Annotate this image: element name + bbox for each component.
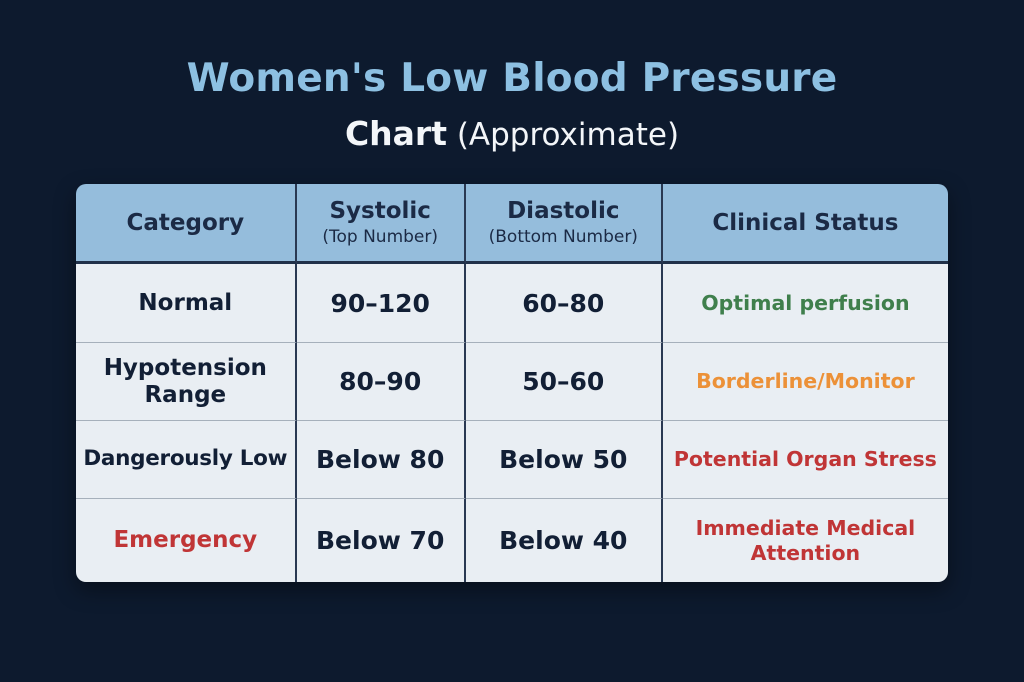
table-row-dangerously-low-systolic: Below 80 [296, 420, 466, 498]
table-row-emergency-diastolic: Below 40 [465, 498, 663, 582]
table-row-emergency-status: Immediate Medical Attention [662, 498, 948, 582]
category-label: Dangerously Low [83, 446, 288, 472]
page-subtitle: Chart (Approximate) [0, 114, 1024, 153]
table-row-hypotension-status: Borderline/Monitor [662, 342, 948, 420]
column-header-label: Clinical Status [712, 209, 899, 236]
clinical-status-label: Optimal perfusion [701, 290, 910, 315]
subtitle-rest: (Approximate) [456, 117, 680, 153]
column-header-sublabel: (Bottom Number) [488, 227, 638, 247]
column-header-label: Systolic [329, 198, 431, 224]
table-row-normal-systolic: 90–120 [296, 264, 466, 342]
column-header-label: Category [126, 209, 245, 236]
category-label: Normal [138, 289, 233, 316]
diastolic-value: Below 40 [499, 526, 628, 555]
clinical-status-label: Borderline/Monitor [696, 369, 915, 394]
clinical-status-label: Immediate Medical Attention [695, 515, 916, 565]
systolic-value: Below 70 [316, 526, 445, 555]
table-row-dangerously-low-status: Potential Organ Stress [662, 420, 948, 498]
category-label: Hypotension Range [103, 355, 267, 408]
table-row-normal-diastolic: 60–80 [465, 264, 663, 342]
page: Women's Low Blood Pressure Chart (Approx… [0, 56, 1024, 682]
clinical-status-label: Potential Organ Stress [673, 447, 937, 472]
page-title: Women's Low Blood Pressure [186, 56, 838, 101]
subtitle-bold: Chart [344, 114, 447, 153]
table-row-dangerously-low-category: Dangerously Low [76, 420, 297, 498]
diastolic-value: Below 50 [499, 445, 628, 474]
table-row-hypotension-category: Hypotension Range [76, 342, 297, 420]
systolic-value: 80–90 [339, 367, 422, 396]
column-header-clinical-status: Clinical Status [662, 184, 948, 264]
column-header-diastolic: Diastolic (Bottom Number) [465, 184, 663, 264]
diastolic-value: 50–60 [522, 367, 605, 396]
column-header-category: Category [76, 184, 297, 264]
category-label: Emergency [113, 527, 258, 554]
systolic-value: 90–120 [330, 288, 430, 318]
column-header-systolic: Systolic (Top Number) [296, 184, 466, 264]
table-row-emergency-category: Emergency [76, 498, 297, 582]
blood-pressure-table: Category Systolic (Top Number) Diastolic… [76, 184, 948, 582]
systolic-value: Below 80 [316, 445, 445, 474]
table-row-hypotension-systolic: 80–90 [296, 342, 466, 420]
table-row-emergency-systolic: Below 70 [296, 498, 466, 582]
table-row-normal-category: Normal [76, 264, 297, 342]
diastolic-value: 60–80 [522, 288, 605, 318]
table-row-hypotension-diastolic: 50–60 [465, 342, 663, 420]
table-row-normal-status: Optimal perfusion [662, 264, 948, 342]
column-header-sublabel: (Top Number) [322, 227, 439, 247]
table-row-dangerously-low-diastolic: Below 50 [465, 420, 663, 498]
column-header-label: Diastolic [507, 198, 620, 224]
